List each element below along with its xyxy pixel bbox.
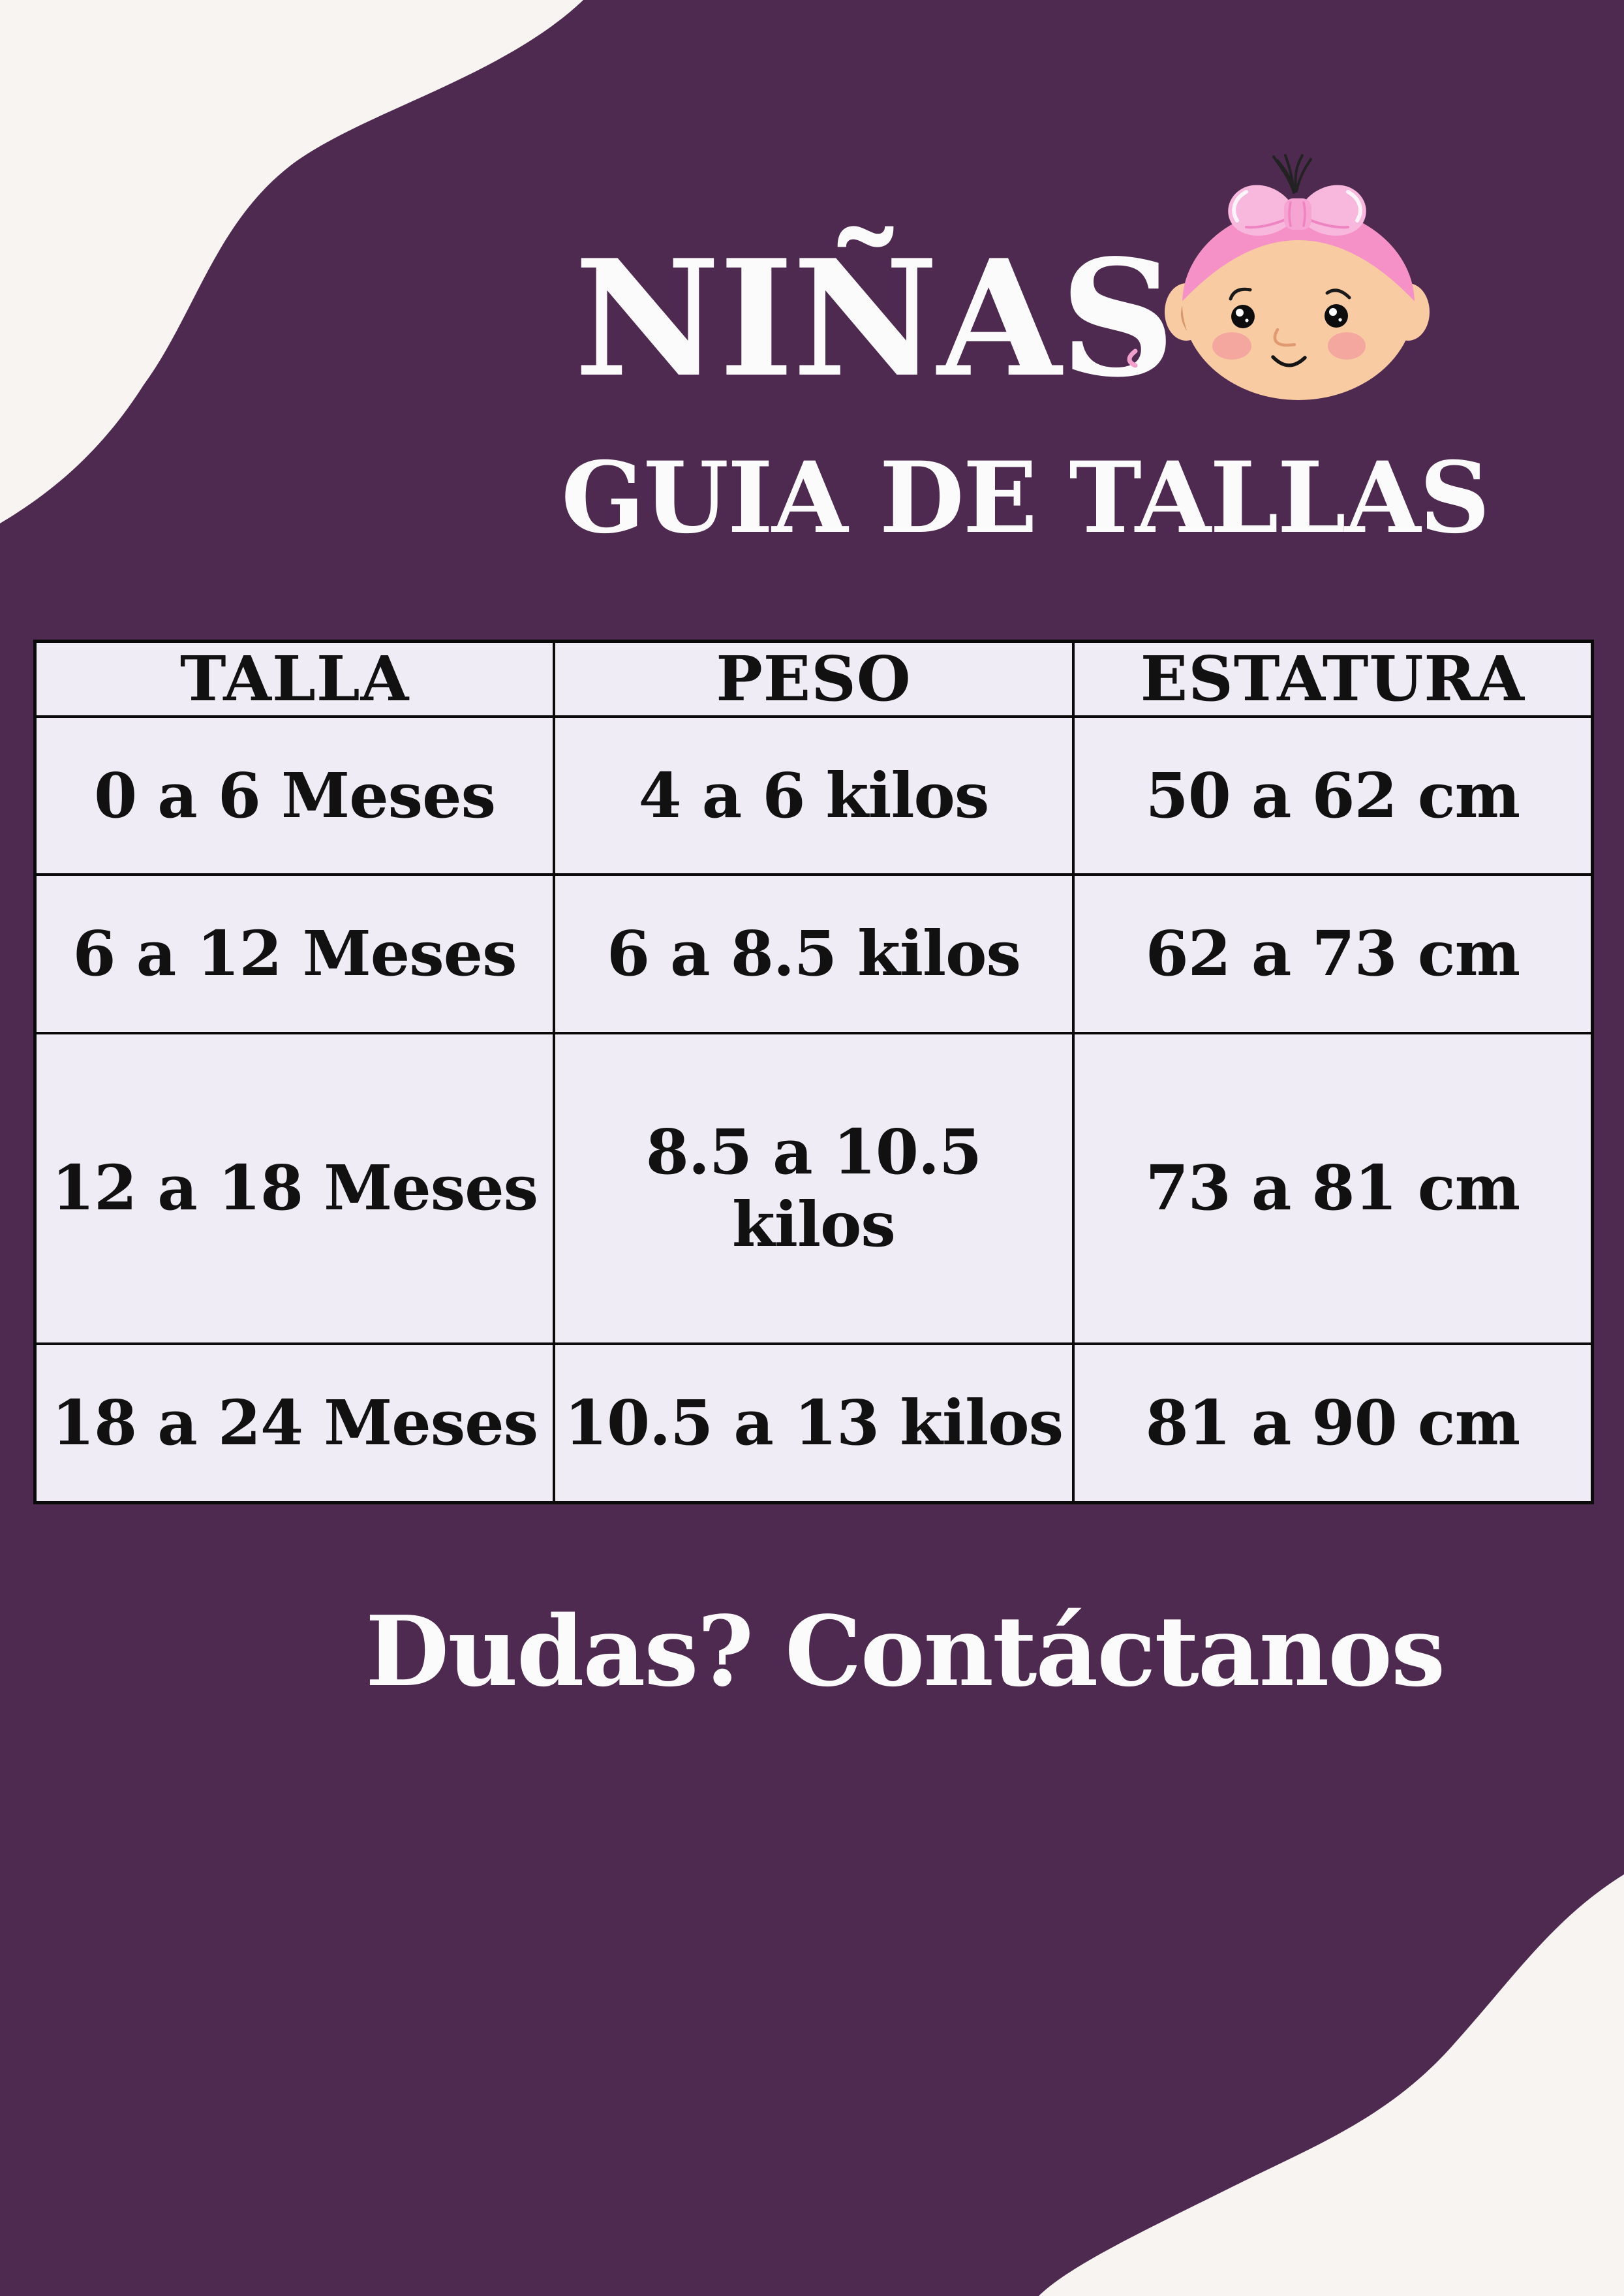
baby-left-cheek (1212, 332, 1251, 360)
page-title: NIÑAS (574, 225, 1176, 412)
table-cell: 0 a 6 Meses (33, 715, 556, 877)
page-subtitle: GUIA DE TALLAS (561, 441, 1490, 555)
baby-headband (1182, 207, 1415, 305)
baby-hair-strands (1272, 154, 1312, 194)
table-cell: 62 a 73 cm (1071, 873, 1594, 1034)
table-cell: 8.5 a 10.5 kilos (553, 1031, 1075, 1346)
size-table-header-row: TALLA PESO ESTATURA (33, 640, 1594, 718)
table-row: 12 a 18 Meses 8.5 a 10.5 kilos 73 a 81 cm (33, 1031, 1594, 1346)
column-header-talla: TALLA (33, 640, 556, 718)
size-table: TALLA PESO ESTATURA 0 a 6 Meses 4 a 6 kilos… (33, 640, 1594, 1504)
table-row: 6 a 12 Meses 6 a 8.5 kilos 62 a 73 cm (33, 873, 1594, 1034)
top-left-blob-shape (0, 0, 583, 523)
table-cell: 10.5 a 13 kilos (553, 1342, 1075, 1504)
table-cell: 18 a 24 Meses (33, 1342, 556, 1504)
column-header-estatura: ESTATURA (1071, 640, 1594, 718)
bottom-right-blob-shape (1039, 1874, 1624, 2296)
baby-girl-face-icon (1127, 154, 1430, 400)
table-cell: 81 a 90 cm (1071, 1342, 1594, 1504)
footer-contact-text: Dudas? Contáctanos (365, 1594, 1445, 1708)
table-cell: 6 a 12 Meses (33, 873, 556, 1034)
table-row: 18 a 24 Meses 10.5 a 13 kilos 81 a 90 cm (33, 1342, 1594, 1504)
table-cell: 4 a 6 kilos (553, 715, 1075, 877)
pink-curl-accent (1127, 349, 1138, 368)
size-table-container: TALLA PESO ESTATURA 0 a 6 Meses 4 a 6 kilos… (33, 640, 1594, 1504)
table-cell: 6 a 8.5 kilos (553, 873, 1075, 1034)
baby-bow (1228, 185, 1366, 236)
table-cell: 12 a 18 Meses (33, 1031, 556, 1346)
table-row: 0 a 6 Meses 4 a 6 kilos 50 a 62 cm (33, 715, 1594, 877)
column-header-peso: PESO (553, 640, 1075, 718)
baby-nose (1273, 328, 1296, 347)
baby-right-cheek (1328, 332, 1366, 360)
baby-left-eyebrow (1229, 287, 1252, 301)
table-cell: 50 a 62 cm (1071, 715, 1594, 877)
baby-right-eyebrow (1325, 288, 1351, 300)
baby-mouth (1271, 355, 1307, 367)
table-cell: 73 a 81 cm (1071, 1031, 1594, 1346)
baby-eyes (1231, 304, 1348, 328)
